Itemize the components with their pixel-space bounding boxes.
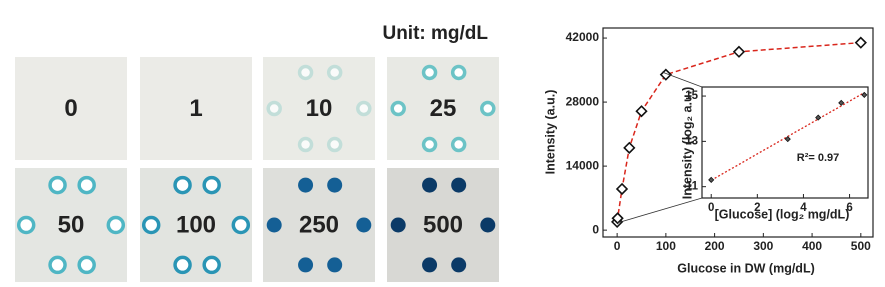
y-axis-title: Intensity (a.u.) (543, 90, 557, 175)
color-spot (421, 64, 438, 81)
y-tick-label: 42000 (566, 30, 600, 44)
x-tick-label: 0 (708, 202, 714, 214)
tile-label: 25 (430, 95, 457, 122)
color-spot (106, 215, 126, 235)
color-spot (390, 100, 406, 117)
data-point (623, 141, 636, 154)
unit-label: Unit: mg/dL (382, 23, 488, 44)
color-spot (202, 175, 221, 195)
data-point (732, 45, 746, 58)
x-tick-label: 6 (846, 202, 852, 214)
color-spot (173, 255, 192, 275)
color-spot (450, 136, 467, 153)
tile-label: 500 (423, 211, 463, 238)
x-axis-title: Glucose in DW (mg/dL) (677, 261, 815, 275)
color-spot (451, 257, 467, 273)
zoom-line (661, 71, 703, 88)
color-spot (297, 64, 314, 81)
color-spot (77, 255, 96, 275)
data-point (861, 91, 868, 98)
color-spot (266, 100, 282, 117)
tile-label: 1 (189, 95, 202, 122)
annotation: R²= 0.97 (797, 152, 840, 164)
color-spot (480, 217, 496, 233)
x-tick-label: 500 (851, 239, 871, 253)
x-tick-label: 200 (705, 239, 725, 253)
y-tick-label: 0 (592, 222, 599, 236)
main-chart: 0 100 200 300 400 500 0 14000 28000 42000 Glucose … (543, 27, 874, 275)
color-spot (48, 255, 67, 275)
data-point (635, 105, 648, 118)
color-spot (422, 177, 438, 193)
color-spot (327, 257, 343, 273)
color-spot (422, 257, 438, 273)
tile-label: 250 (299, 211, 339, 238)
data-point (854, 36, 867, 49)
color-spot (173, 175, 192, 195)
tiles: 0 1 10 25 50 100 250 500 (15, 57, 499, 282)
y-tick-label: 11 (686, 181, 699, 193)
color-spot (202, 255, 221, 275)
photo-tile (140, 57, 252, 160)
x-tick-label: 100 (656, 239, 676, 253)
y-tick-label: 28000 (566, 94, 600, 108)
color-spot (450, 64, 467, 81)
color-spot (297, 136, 314, 153)
color-spot (16, 215, 36, 235)
color-spot (141, 215, 161, 235)
data-point (815, 114, 822, 121)
color-spot (48, 175, 67, 195)
color-spot (298, 257, 314, 273)
x-tick-label: 4 (800, 202, 807, 214)
data-point (611, 212, 624, 225)
color-spot (480, 100, 496, 117)
data-point (708, 176, 715, 183)
color-spot (326, 64, 343, 81)
tile-label: 50 (58, 211, 85, 238)
data-point (659, 68, 673, 81)
data-point (784, 136, 791, 143)
color-spot (326, 136, 343, 153)
tile-label: 0 (64, 95, 77, 122)
y-tick-label: 14000 (566, 158, 600, 172)
color-spot (390, 217, 406, 233)
x-tick-label: 2 (754, 202, 760, 214)
color-spot (77, 175, 96, 195)
color-spot (327, 177, 343, 193)
plot-frame (701, 86, 869, 199)
x-tick-label: 0 (614, 239, 621, 253)
color-spot (356, 217, 372, 233)
y-axis-title: Intensity (log₂ a.u.) (680, 87, 694, 200)
tile-label: 10 (306, 95, 333, 122)
color-spot (356, 100, 372, 117)
color-spot (231, 215, 251, 235)
x-tick-label: 300 (753, 239, 773, 253)
y-tick-label: 15 (685, 90, 698, 102)
x-tick-label: 400 (802, 239, 822, 253)
tile-label: 100 (176, 211, 216, 238)
zoom-line (616, 197, 703, 224)
y-tick-label: 13 (685, 135, 698, 147)
inset-chart: 0 2 4 6 11 13 15 [Glucose] (log₂ mg/dL) Intensit… (680, 86, 869, 221)
data-point (615, 182, 629, 196)
photo-tile (15, 57, 127, 160)
color-spot (266, 217, 282, 233)
color-spot (298, 177, 314, 193)
x-axis-title: [Glucose] (log₂ mg/dL) (715, 207, 850, 221)
color-spot (421, 136, 438, 153)
color-spot (451, 177, 467, 193)
data-point (838, 99, 845, 106)
